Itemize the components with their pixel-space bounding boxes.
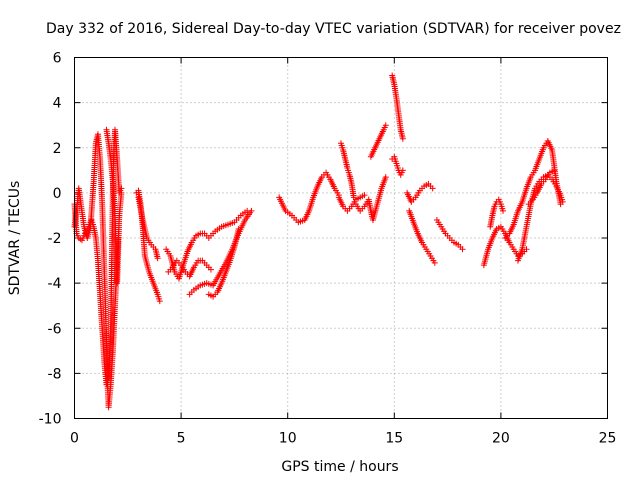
x-tick-labels: 0 5 10 15 20 25 bbox=[70, 431, 616, 447]
grid-lines bbox=[74, 57, 608, 419]
data-point-d bbox=[156, 298, 163, 305]
x-tick-label: 15 bbox=[385, 431, 403, 447]
data-points bbox=[71, 72, 566, 411]
y-tick-label: 2 bbox=[53, 141, 62, 157]
x-tick-label: 5 bbox=[177, 431, 186, 447]
data-point-w bbox=[559, 198, 566, 205]
data-point-s bbox=[459, 246, 466, 253]
data-point-e bbox=[154, 255, 161, 262]
y-tick-label: 0 bbox=[53, 186, 62, 202]
y-tick-label: -8 bbox=[48, 366, 62, 382]
chart-title: Day 332 of 2016, Sidereal Day-to-day VTE… bbox=[46, 21, 621, 37]
data-point-r bbox=[431, 259, 438, 266]
axis-ticks bbox=[74, 57, 608, 419]
x-tick-label: 25 bbox=[599, 431, 617, 447]
y-tick-label: -6 bbox=[48, 321, 62, 337]
y-tick-label: -10 bbox=[39, 412, 62, 428]
data-point-h bbox=[248, 207, 255, 214]
x-tick-label: 10 bbox=[279, 431, 297, 447]
data-point-b bbox=[77, 236, 84, 243]
y-tick-labels: -10 -8 -6 -4 -2 0 2 4 6 bbox=[39, 51, 62, 428]
y-tick-label: 6 bbox=[53, 51, 62, 67]
data-point-g bbox=[207, 266, 214, 273]
y-tick-label: 4 bbox=[53, 96, 62, 112]
data-point-l bbox=[350, 194, 357, 201]
y-tick-label: -2 bbox=[48, 231, 62, 247]
x-axis-label: GPS time / hours bbox=[281, 459, 398, 475]
data-point-p bbox=[399, 167, 406, 174]
data-point-k bbox=[361, 192, 368, 199]
data-point-q bbox=[429, 185, 436, 192]
data-point-c bbox=[118, 189, 125, 196]
data-point-o bbox=[399, 135, 406, 142]
y-tick-label: -4 bbox=[48, 276, 62, 292]
data-point-m bbox=[382, 174, 389, 181]
plot-frame bbox=[74, 57, 608, 419]
x-tick-label: 0 bbox=[70, 431, 79, 447]
x-tick-label: 20 bbox=[492, 431, 510, 447]
y-axis-label: SDTVAR / TECUs bbox=[7, 181, 23, 296]
data-point-n bbox=[382, 122, 389, 129]
data-point-i bbox=[235, 225, 242, 232]
data-point-u bbox=[500, 207, 507, 214]
data-point-x bbox=[551, 167, 558, 174]
